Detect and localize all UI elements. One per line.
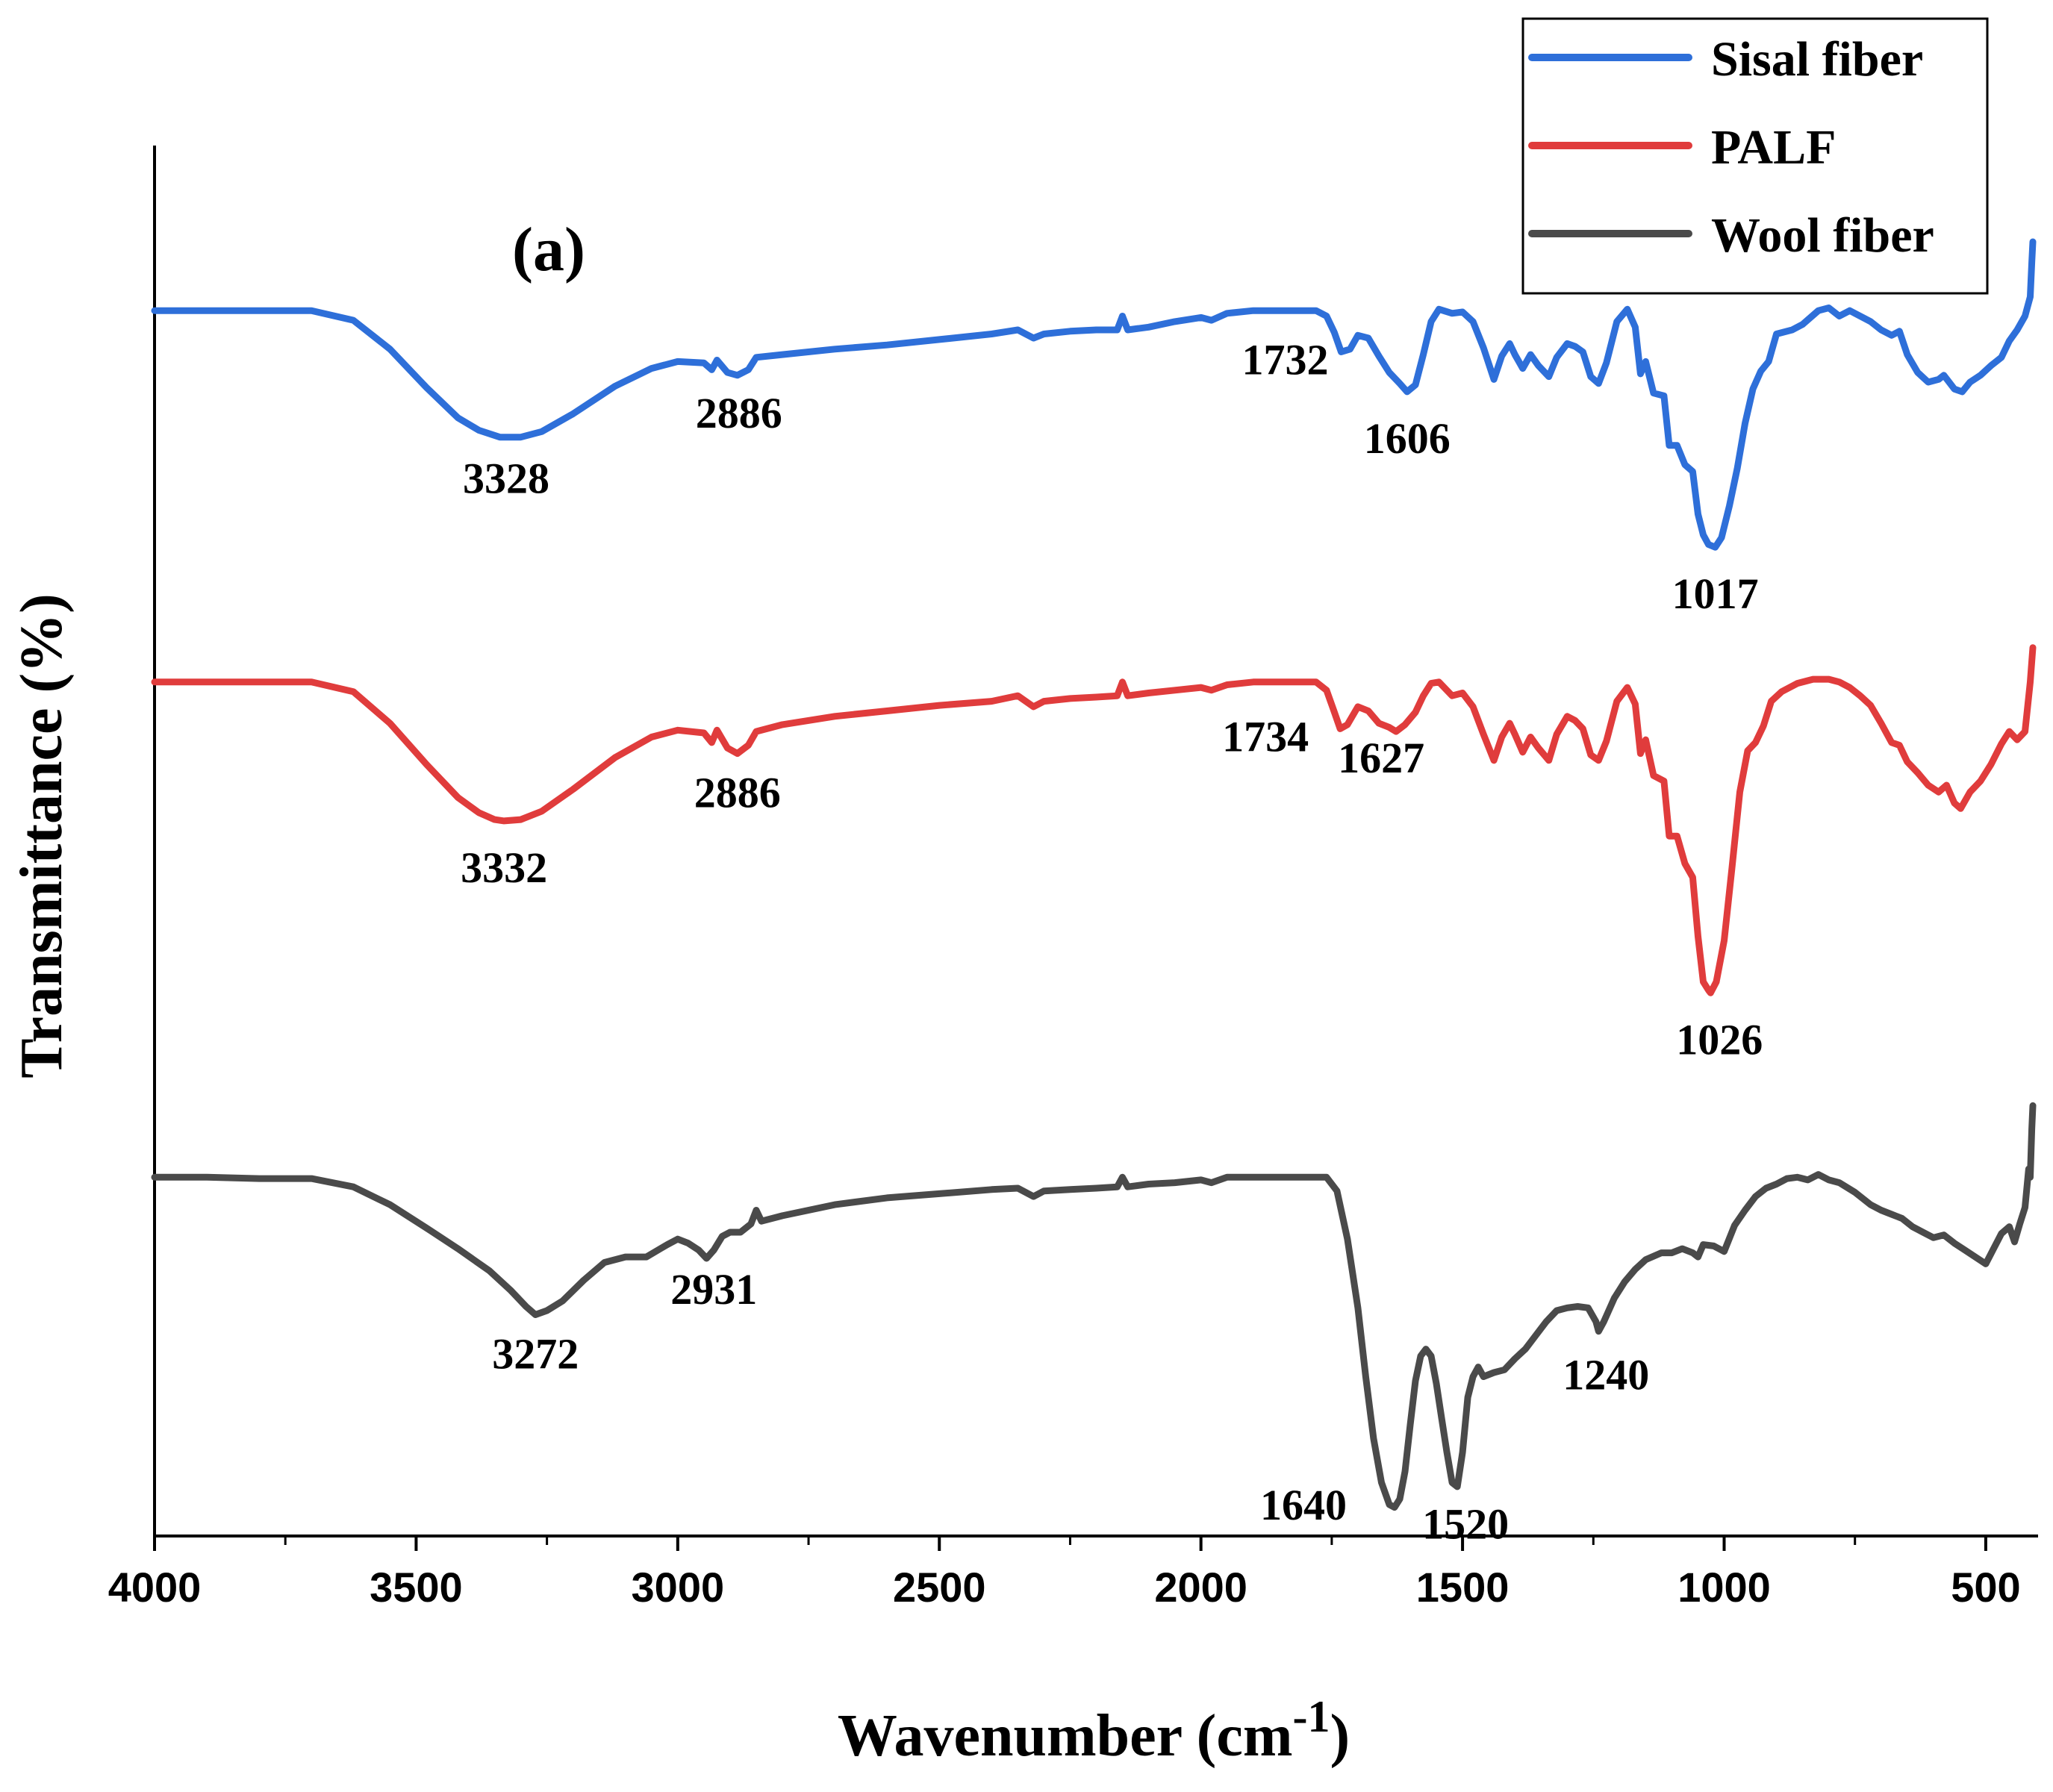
peak-label-palf: 1734: [1222, 712, 1309, 761]
peak-label-wool-fiber: 1520: [1422, 1499, 1509, 1548]
peak-label-sisal-fiber: 1017: [1672, 569, 1759, 618]
peak-label-sisal-fiber: 1606: [1364, 414, 1451, 463]
x-tick-label: 1500: [1416, 1564, 1510, 1611]
peak-label-palf: 1026: [1676, 1015, 1763, 1064]
series-line-wool-fiber: [151, 1102, 2037, 1511]
peak-annotations: 3328 2886 1732 1606 1017 3332 2886 1734 1627 1026…: [461, 335, 1763, 1548]
peak-label-wool-fiber: 1640: [1260, 1481, 1347, 1529]
x-axis-title: Wavenumber (cm-1): [838, 1692, 1350, 1769]
axes: [153, 146, 2038, 1551]
peak-label-palf: 1627: [1338, 734, 1424, 782]
legend-label-wool-fiber: Wool fiber: [1711, 208, 1934, 263]
peak-label-palf: 3332: [461, 843, 547, 892]
x-tick-label: 3000: [632, 1564, 725, 1611]
y-axis-title: Transmittance (%): [9, 593, 75, 1078]
series-line-palf: [151, 644, 2037, 996]
x-axis-title-close: ): [1330, 1703, 1350, 1769]
x-tick-label: 2500: [893, 1564, 986, 1611]
peak-label-sisal-fiber: 3328: [463, 455, 549, 503]
peak-label-sisal-fiber: 1732: [1242, 335, 1328, 384]
peak-label-palf: 2886: [694, 769, 781, 817]
x-tick-labels: 4000 3500 3000 2500 2000 1500 1000 500: [108, 1564, 2021, 1611]
panel-label: (a): [512, 215, 585, 284]
series-line-sisal-fiber: [151, 238, 2037, 551]
x-axis-title-superscript: -1: [1292, 1692, 1330, 1741]
series-layer: [151, 238, 2037, 1511]
peak-label-wool-fiber: 1240: [1563, 1351, 1649, 1399]
x-tick-label: 500: [1951, 1564, 2020, 1611]
x-tick-label: 2000: [1154, 1564, 1247, 1611]
peak-label-sisal-fiber: 2886: [696, 389, 782, 437]
legend: Sisal fiber PALF Wool fiber: [1521, 17, 1989, 295]
legend-frame: [1521, 17, 1989, 295]
x-tick-label: 3500: [370, 1564, 463, 1611]
legend-label-palf: PALF: [1711, 120, 1836, 175]
x-axis-title-main: Wavenumber (cm: [838, 1703, 1293, 1769]
peak-label-wool-fiber: 2931: [670, 1265, 757, 1314]
legend-label-sisal-fiber: Sisal fiber: [1711, 32, 1923, 87]
x-tick-label: 4000: [108, 1564, 202, 1611]
peak-label-wool-fiber: 3272: [492, 1330, 579, 1379]
x-tick-label: 1000: [1677, 1564, 1771, 1611]
